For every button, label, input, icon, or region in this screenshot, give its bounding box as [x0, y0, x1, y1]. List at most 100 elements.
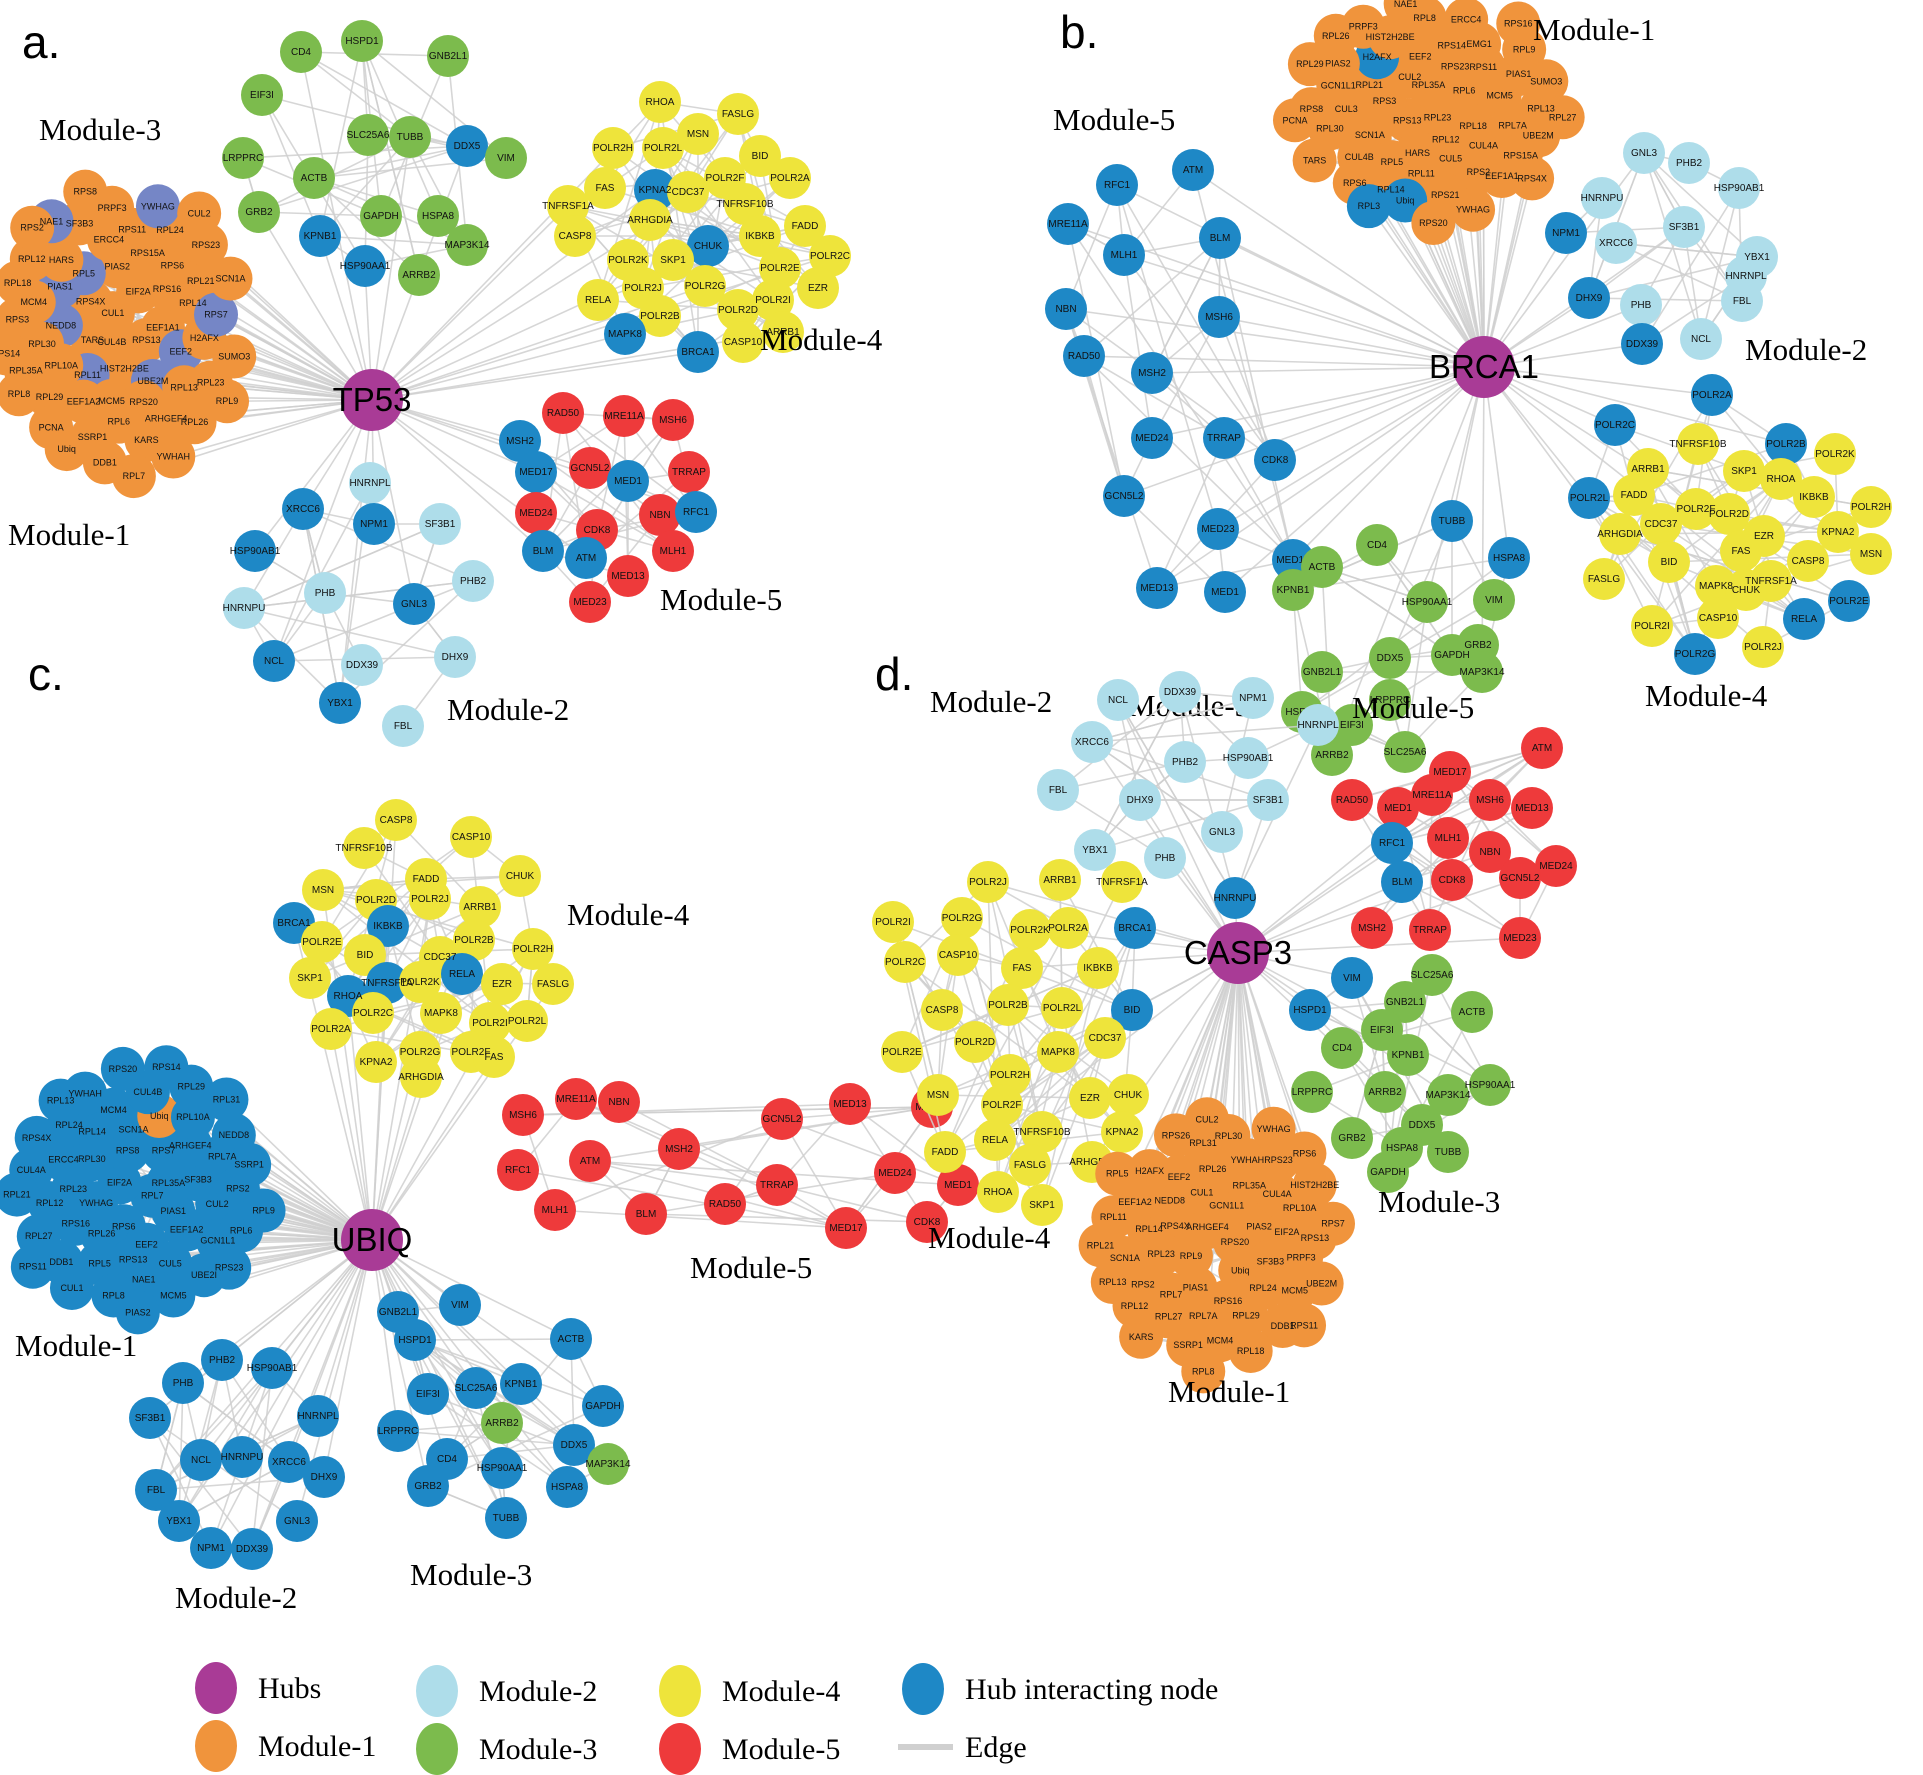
node-NAE1[interactable]: [1383, 0, 1428, 26]
node-RPL26[interactable]: [172, 400, 217, 445]
node-MSN[interactable]: [302, 869, 344, 911]
node-HSP90AA1[interactable]: [1406, 581, 1448, 623]
node-DDX5[interactable]: [553, 1424, 595, 1466]
node-MED24[interactable]: [1131, 417, 1173, 459]
node-NCL[interactable]: [253, 640, 295, 682]
node-CDK8[interactable]: [1254, 439, 1296, 481]
node-POLR2I[interactable]: [872, 901, 914, 943]
node-GRB2[interactable]: [407, 1465, 449, 1507]
node-CD4[interactable]: [1356, 524, 1398, 566]
node-YWHAH[interactable]: [151, 434, 196, 479]
node-Ubiq[interactable]: [44, 427, 89, 472]
node-POLR2G[interactable]: [941, 897, 983, 939]
node-POLR2K[interactable]: [1814, 433, 1856, 475]
node-MED1[interactable]: [937, 1164, 979, 1206]
hub-UBIQ[interactable]: [341, 1209, 403, 1271]
node-ACTB[interactable]: [293, 157, 335, 199]
node-VIM[interactable]: [439, 1284, 481, 1326]
node-VIM[interactable]: [1473, 579, 1515, 621]
node-PHB2[interactable]: [201, 1339, 243, 1381]
node-RPS3[interactable]: [0, 297, 40, 342]
node-GAPDH[interactable]: [360, 195, 402, 237]
node-HSPD1[interactable]: [341, 20, 383, 62]
node-POLR2E[interactable]: [881, 1031, 923, 1073]
node-MRE11A[interactable]: [555, 1078, 597, 1120]
node-RPL26[interactable]: [1313, 13, 1358, 58]
node-MED23[interactable]: [1499, 917, 1541, 959]
node-CDC37[interactable]: [1640, 503, 1682, 545]
node-MRE11A[interactable]: [1411, 774, 1453, 816]
node-FAS[interactable]: [1720, 530, 1762, 572]
node-HSP90AB1[interactable]: [1227, 737, 1269, 779]
node-RPL18[interactable]: [0, 260, 40, 305]
node-CASP8[interactable]: [375, 799, 417, 841]
node-CDC37[interactable]: [1084, 1017, 1126, 1059]
node-NCL[interactable]: [180, 1439, 222, 1481]
node-CUL2[interactable]: [177, 191, 222, 236]
node-MRE11A[interactable]: [603, 395, 645, 437]
node-MED1[interactable]: [607, 460, 649, 502]
node-HSP90AB1[interactable]: [234, 530, 276, 572]
node-DDX5[interactable]: [446, 125, 488, 167]
node-RFC1[interactable]: [1371, 822, 1413, 864]
node-IKBKB[interactable]: [739, 215, 781, 257]
node-SCN1A[interactable]: [208, 256, 253, 301]
node-XRCC6[interactable]: [1595, 222, 1637, 264]
node-LRPPRC[interactable]: [1369, 679, 1411, 721]
node-RPL21[interactable]: [1078, 1223, 1123, 1268]
node-PCNA[interactable]: [1272, 98, 1317, 143]
node-TNFRSF10B[interactable]: [1021, 1111, 1063, 1153]
node-FAS[interactable]: [584, 167, 626, 209]
node-HNRNPU[interactable]: [221, 1436, 263, 1478]
node-RPL8[interactable]: [0, 372, 41, 417]
node-TRRAP[interactable]: [668, 451, 710, 493]
node-POLR2C[interactable]: [1594, 404, 1636, 446]
node-VIM[interactable]: [1331, 957, 1373, 999]
node-MAP3K14[interactable]: [446, 224, 488, 266]
node-RAD50[interactable]: [1331, 779, 1373, 821]
hub-CASP3[interactable]: [1207, 922, 1269, 984]
node-NBN[interactable]: [598, 1081, 640, 1123]
node-POLR2E[interactable]: [759, 247, 801, 289]
node-MED13[interactable]: [607, 555, 649, 597]
node-ARRB2[interactable]: [1364, 1071, 1406, 1113]
node-ARRB2[interactable]: [398, 254, 440, 296]
node-FASLG[interactable]: [1009, 1144, 1051, 1186]
node-HSP90AA1[interactable]: [1469, 1064, 1511, 1106]
node-MCM5[interactable]: [151, 1273, 196, 1318]
node-RPS20[interactable]: [100, 1046, 145, 1091]
node-CASP8[interactable]: [554, 215, 596, 257]
node-FASLG[interactable]: [717, 93, 759, 135]
node-CUL2[interactable]: [1185, 1097, 1230, 1142]
node-RPL7[interactable]: [111, 454, 156, 499]
node-ACTB[interactable]: [550, 1318, 592, 1360]
node-HSPA8[interactable]: [546, 1466, 588, 1508]
node-FADD[interactable]: [784, 205, 826, 247]
node-ARRB1[interactable]: [762, 311, 804, 353]
node-MED24[interactable]: [874, 1152, 916, 1194]
node-SKP1[interactable]: [1723, 450, 1765, 492]
node-MED17[interactable]: [825, 1207, 867, 1249]
node-CUL1[interactable]: [49, 1265, 94, 1310]
node-BLM[interactable]: [1381, 861, 1423, 903]
node-RPS11[interactable]: [10, 1244, 55, 1289]
node-POLR2G[interactable]: [684, 265, 726, 307]
node-HNRNPL[interactable]: [297, 1395, 339, 1437]
node-ACTB[interactable]: [1301, 546, 1343, 588]
node-BLM[interactable]: [1199, 217, 1241, 259]
node-MED24[interactable]: [1535, 845, 1577, 887]
node-TRRAP[interactable]: [1409, 909, 1451, 951]
node-RPS23[interactable]: [207, 1245, 252, 1290]
node-POLR2K[interactable]: [399, 961, 441, 1003]
node-HNRNPU[interactable]: [1581, 177, 1623, 219]
node-POLR2L[interactable]: [642, 127, 684, 169]
node-POLR2I[interactable]: [752, 279, 794, 321]
node-TUBB[interactable]: [1431, 500, 1473, 542]
node-VIM[interactable]: [485, 137, 527, 179]
node-EIF3I[interactable]: [241, 74, 283, 116]
node-BLM[interactable]: [625, 1193, 667, 1235]
node-NPM1[interactable]: [190, 1527, 232, 1569]
node-TNFRSF10B[interactable]: [343, 827, 385, 869]
node-MAP3K14[interactable]: [587, 1443, 629, 1485]
node-IKBKB[interactable]: [1077, 947, 1119, 989]
